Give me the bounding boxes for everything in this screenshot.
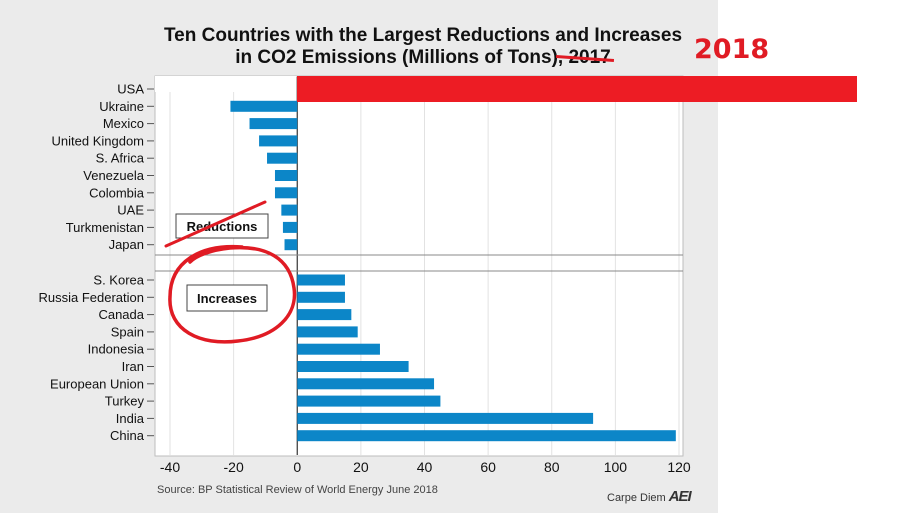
bar — [259, 135, 298, 147]
label-mask — [155, 76, 296, 92]
bar — [274, 187, 298, 199]
aei-logo: AEI — [668, 488, 692, 505]
y-tick-label: Turkey — [105, 394, 145, 409]
y-tick-label: Russia Federation — [39, 290, 145, 305]
y-tick-label: European Union — [50, 376, 144, 391]
bar — [274, 170, 298, 181]
x-tick-label: 80 — [544, 459, 560, 475]
bar — [282, 221, 298, 233]
x-tick-label: -40 — [160, 459, 180, 475]
bar — [297, 291, 345, 303]
y-tick-label: USA — [117, 82, 144, 97]
y-tick-label: Indonesia — [88, 342, 145, 357]
x-tick-label: -20 — [224, 459, 244, 475]
bar — [284, 239, 298, 251]
y-tick-label: Ukraine — [99, 99, 144, 114]
y-tick-label: UAE — [117, 203, 144, 218]
y-tick-label: Colombia — [89, 185, 145, 200]
increases-label: Increases — [197, 291, 257, 306]
bar — [297, 274, 345, 286]
bars — [230, 76, 857, 442]
y-tick-label: Turkmenistan — [66, 220, 144, 235]
bar — [297, 361, 409, 372]
y-axis-labels: USA Ukraine Mexico United Kingdom S. Africa V… — [39, 82, 154, 443]
x-tick-label: 0 — [293, 459, 301, 475]
bar — [297, 326, 358, 338]
title-line-2-text: in CO2 Emissions (Millions of Tons), — [235, 47, 569, 68]
bar — [230, 100, 298, 112]
struck-year: 2017 — [556, 47, 615, 69]
bar — [297, 412, 594, 424]
y-tick-label: Mexico — [103, 116, 144, 131]
x-tick-label: 40 — [417, 459, 433, 475]
y-tick-label: Venezuela — [83, 168, 144, 183]
y-tick-label: Japan — [109, 237, 144, 252]
x-tick-label: 100 — [604, 459, 628, 475]
bar — [281, 204, 298, 216]
chart-title: Ten Countries with the Largest Reduction… — [0, 25, 846, 69]
y-tick-label: China — [110, 428, 145, 443]
y-tick-label: United Kingdom — [52, 133, 145, 148]
bar — [267, 152, 298, 164]
brand-text: Carpe Diem — [607, 492, 666, 504]
bar — [297, 343, 380, 355]
plot-area — [154, 75, 684, 457]
x-tick-label: 60 — [480, 459, 496, 475]
x-axis-labels: -40 -20 0 20 40 60 80 100 120 — [160, 459, 691, 475]
y-tick-label: Canada — [98, 307, 144, 322]
overlay-year: 2018 — [694, 34, 770, 65]
bar — [297, 309, 352, 321]
source-note: Source: BP Statistical Review of World E… — [157, 484, 438, 496]
bar — [249, 118, 298, 130]
increases-box — [186, 284, 268, 312]
markup-circle — [168, 244, 297, 344]
y-tick-label: Iran — [122, 359, 144, 374]
title-line-1: Ten Countries with the Largest Reduction… — [163, 25, 683, 46]
y-tick-label: S. Korea — [93, 273, 144, 288]
x-tick-label: 120 — [667, 459, 691, 475]
y-tick-label: India — [116, 411, 145, 426]
title-line-2: in CO2 Emissions (Millions of Tons), 201… — [235, 47, 615, 69]
y-tick-label: S. Africa — [96, 151, 145, 166]
markup-strike — [164, 200, 267, 248]
brand-logo: Carpe Diem AEI — [607, 488, 692, 505]
bar — [297, 395, 441, 407]
bar — [297, 430, 676, 442]
x-tick-label: 20 — [353, 459, 369, 475]
bar — [297, 378, 435, 390]
usa-highlight-bar — [297, 76, 857, 102]
y-tick-label: Spain — [111, 324, 144, 339]
